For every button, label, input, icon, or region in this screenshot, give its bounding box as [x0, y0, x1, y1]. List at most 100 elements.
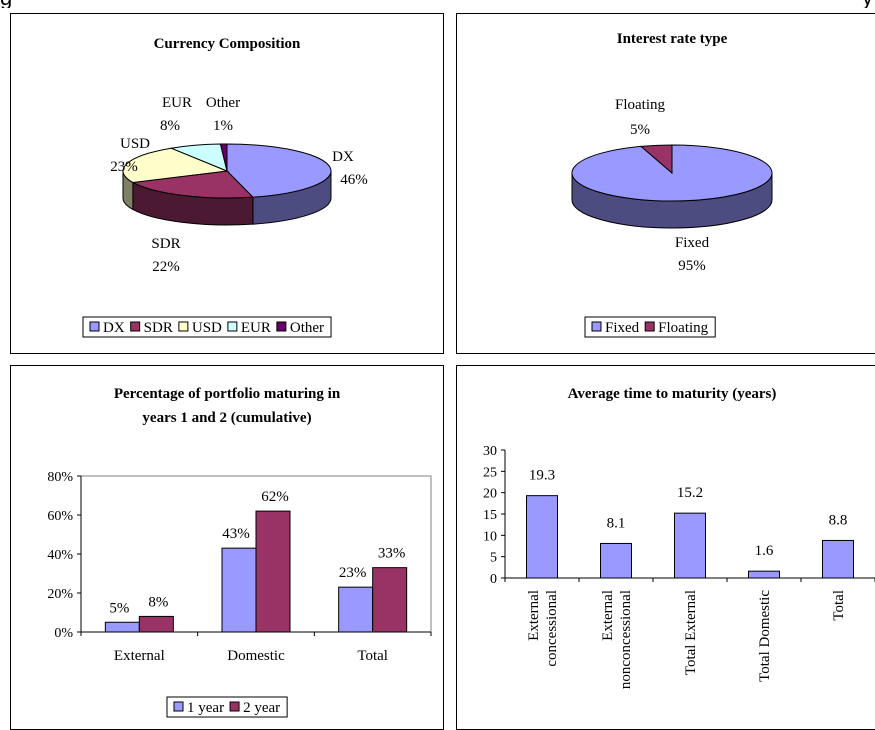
x-category-label-line: nonconcessional	[618, 590, 634, 689]
x-category-label-line: Total	[831, 590, 847, 621]
legend-label: Fixed	[605, 320, 640, 336]
slice-value-sdr: 22%	[152, 259, 180, 275]
slice-value-floating: 5%	[630, 122, 650, 138]
slice-value-usd: 23%	[110, 159, 138, 175]
chart-title-line-2: years 1 and 2 (cumulative)	[142, 410, 311, 426]
legend-box	[584, 316, 716, 338]
bar-1-year-domestic	[221, 547, 257, 633]
data-label: 5%	[109, 600, 129, 616]
chart-title: Currency Composition	[154, 36, 301, 52]
data-label: 8.1	[607, 515, 626, 531]
slice-name-sdr: SDR	[151, 236, 180, 252]
legend-swatch	[227, 321, 238, 332]
portfolio-maturing-panel: Percentage of portfolio maturing in years…	[10, 365, 444, 730]
legend-swatch	[130, 321, 141, 332]
slice-value-dx: 46%	[340, 172, 368, 188]
portfolio-maturing-chart: Percentage of portfolio maturing in years…	[47, 386, 432, 718]
bar-2-year-domestic	[255, 510, 291, 633]
y-tick-label: 40%	[47, 548, 73, 563]
bar-3	[748, 570, 780, 579]
y-tick-label: 60%	[47, 509, 73, 524]
chart-title: Average time to maturity (years)	[568, 386, 777, 402]
legend-swatch	[644, 321, 655, 332]
y-tick-label: 20%	[47, 587, 73, 602]
legend-swatch	[178, 321, 189, 332]
chart-title: Interest rate type	[617, 31, 728, 47]
data-label: 62%	[261, 489, 289, 505]
bar-1-year-external	[104, 621, 140, 633]
x-category-label: External nonconcessional	[600, 590, 634, 689]
slice-name-floating: Floating	[615, 97, 666, 113]
x-category-label: Total	[831, 590, 847, 621]
data-label: 43%	[222, 526, 250, 542]
bar-2-year-total	[372, 567, 408, 633]
legend-label: EUR	[241, 320, 271, 336]
chart-title-line-1: Percentage of portfolio maturing in	[114, 386, 341, 402]
interest-rate-type-chart: Interest rate type Fixed 95% Floating 5% Fixe…	[571, 31, 773, 338]
data-label: 8%	[148, 594, 168, 610]
x-category-label-line: External	[600, 590, 616, 641]
y-tick-label: 25	[483, 465, 497, 480]
bar-1	[600, 542, 632, 579]
y-tick-label: 10	[483, 529, 497, 544]
data-label: 33%	[378, 546, 406, 562]
legend-swatch	[89, 321, 100, 332]
data-label: 1.6	[755, 543, 774, 559]
data-label: 15.2	[677, 485, 703, 501]
legend-label: 1 year	[187, 700, 224, 716]
y-tick-label: 80%	[47, 470, 73, 485]
y-tick-label: 20	[483, 487, 497, 502]
pie-slice-sdr	[131, 170, 254, 199]
legend-label: Other	[290, 320, 324, 336]
legend-swatch	[173, 701, 184, 712]
pie-slice-usd	[122, 147, 229, 184]
legend-label: USD	[192, 320, 222, 336]
y-tick-label: 0	[490, 572, 497, 587]
legend-label: SDR	[144, 320, 173, 336]
currency-composition-panel: Currency Composition DX 46% SDR 22% USD 23% EUR…	[10, 13, 444, 354]
slice-value-other: 1%	[213, 118, 233, 134]
slice-name-other: Other	[206, 95, 240, 111]
slice-value-fixed: 95%	[678, 258, 706, 274]
x-category-label: Domestic	[227, 648, 285, 664]
slice-value-eur: 8%	[160, 118, 180, 134]
data-label: 19.3	[529, 468, 555, 484]
y-tick-label: 15	[483, 508, 497, 523]
bar-0	[526, 495, 558, 579]
data-label: 8.8	[829, 512, 848, 528]
slice-name-usd: USD	[120, 136, 150, 152]
pie-slice-dx	[226, 143, 332, 198]
pie-slice-floating	[639, 144, 673, 175]
slice-name-dx: DX	[332, 149, 354, 165]
x-category-label: External concessional	[526, 590, 560, 667]
x-category-label: External	[114, 648, 165, 664]
legend-box	[82, 316, 332, 338]
legend-swatch	[229, 701, 240, 712]
currency-composition-chart: Currency Composition DX 46% SDR 22% USD 23% EUR…	[82, 36, 368, 338]
x-category-label-line: Total Domestic	[757, 590, 773, 682]
interest-rate-type-panel: Interest rate type Fixed 95% Floating 5% Fixe…	[456, 13, 875, 354]
x-category-label-line: External	[526, 590, 542, 641]
bar-2	[674, 512, 706, 579]
header-fragment-left: g	[0, 0, 12, 8]
average-maturity-chart: Average time to maturity (years) 0 5 10 15 20…	[483, 386, 875, 689]
legend-swatch	[591, 321, 602, 332]
legend-swatch	[276, 321, 287, 332]
bar-4	[822, 539, 854, 579]
slice-name-eur: EUR	[162, 95, 192, 111]
legend-box	[166, 696, 288, 718]
data-label: 23%	[339, 565, 367, 581]
x-category-label: Total	[357, 648, 388, 664]
y-tick-label: 30	[483, 444, 497, 459]
x-category-label-line: Total External	[683, 590, 699, 675]
slice-name-fixed: Fixed	[675, 235, 710, 251]
x-category-label: Total Domestic	[757, 590, 773, 682]
y-tick-label: 5	[490, 551, 497, 566]
average-maturity-panel: Average time to maturity (years) 0 5 10 15 20…	[456, 365, 875, 730]
x-category-label-line: concessional	[544, 590, 560, 667]
pie-slice-other	[219, 143, 228, 172]
x-category-label: Total External	[683, 590, 699, 675]
legend-label: DX	[103, 320, 125, 336]
bar-1-year-total	[338, 586, 374, 633]
legend-label: 2 year	[243, 700, 280, 716]
